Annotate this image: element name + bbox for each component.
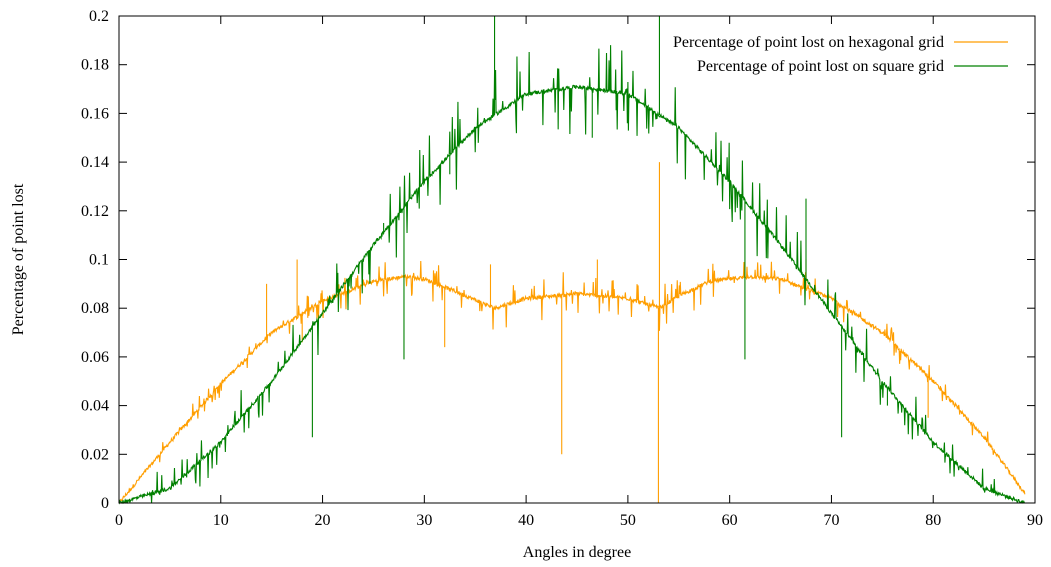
y-tick-label: 0.02 [81,446,109,463]
series-line-hexagonal [118,260,1026,504]
x-tick-label: 80 [925,512,941,529]
legend: Percentage of point lost on hexagonal gr… [673,34,1008,75]
x-tick-label: 30 [416,512,432,529]
x-tick-label: 40 [518,512,534,529]
y-tick-label: 0.04 [81,398,109,415]
x-tick-label: 50 [620,512,636,529]
legend-label-hexagonal: Percentage of point lost on hexagonal gr… [673,34,944,51]
x-axis-label: Angles in degree [523,544,631,561]
y-tick-label: 0.16 [81,105,109,122]
ticks-layer: 0 10 20 30 40 50 60 70 80 90 0 0.02 0.04 0.06 0.08 0.1 0… [81,8,1043,529]
x-tick-label: 20 [315,512,331,529]
y-tick-label: 0.18 [81,57,109,74]
x-tick-label: 0 [115,512,123,529]
y-tick-label: 0.1 [89,252,109,269]
y-tick-label: 0 [101,495,109,512]
y-tick-label: 0.12 [81,203,109,220]
legend-label-square: Percentage of point lost on square grid [697,58,944,75]
x-tick-label: 60 [722,512,738,529]
x-tick-label: 90 [1027,512,1043,529]
y-tick-label: 0.08 [81,300,109,317]
series-line-square [118,45,1026,505]
y-tick-label: 0.06 [81,349,109,366]
y-tick-label: 0.14 [81,154,109,171]
series-layer [118,16,1026,505]
series-hexagonal [118,162,1026,504]
series-square [118,16,1026,505]
plot-frame [118,15,1036,504]
y-tick-label: 0.2 [89,8,109,25]
y-axis-label: Percentage of point lost [10,183,27,335]
x-tick-label: 70 [823,512,839,529]
x-tick-label: 10 [213,512,229,529]
